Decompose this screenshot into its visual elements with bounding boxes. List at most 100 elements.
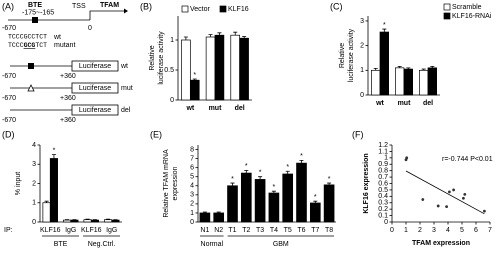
significance: *	[53, 147, 56, 154]
error-bar	[430, 65, 435, 68]
x-tick-label: mut	[398, 100, 412, 107]
y-tick-label: 0	[32, 219, 36, 226]
y-tick-label: 0	[360, 92, 364, 99]
point	[436, 204, 440, 208]
seq-mutation: GCG	[24, 42, 36, 49]
significance: *	[193, 72, 196, 79]
point	[452, 188, 455, 192]
y-tick-label: 0	[170, 97, 174, 104]
construct-start: -670	[2, 95, 16, 102]
construct-start: -670	[2, 117, 16, 124]
y-tick-label: 3	[32, 161, 36, 168]
significance: *	[231, 176, 234, 183]
bar	[214, 34, 225, 101]
point	[445, 205, 448, 209]
x-tick-label: 3	[432, 227, 436, 234]
bar	[213, 212, 225, 223]
panel-label: (E)	[150, 129, 162, 139]
error-bar	[421, 68, 426, 71]
element-box	[28, 63, 34, 69]
sequence-mutant: TCCCGCGTCT	[8, 42, 47, 49]
construct-start: -670	[2, 73, 16, 80]
sequence-mutant-label: mutant	[54, 42, 75, 49]
y-tick-label: 1	[384, 155, 388, 162]
y-tick-label: 1.1	[378, 148, 388, 155]
x-tick-label: 6	[474, 227, 478, 234]
x-tick-label: T4	[270, 227, 278, 234]
significance: *	[273, 184, 276, 191]
y-tick-label: 0.5	[164, 67, 174, 74]
error-bar	[327, 182, 332, 185]
y-axis-label: luciferase activity	[348, 28, 355, 82]
construct-name: mut	[121, 85, 133, 92]
y-tick-label: 0	[190, 219, 194, 226]
y-axis-label: luciferase activity	[158, 31, 165, 85]
legend-swatch	[443, 3, 451, 11]
x-tick-label: T6	[297, 227, 305, 234]
panel-label: (F)	[352, 129, 364, 139]
bar	[205, 36, 216, 101]
legend-swatch	[443, 12, 451, 20]
bar	[309, 202, 321, 223]
group-label: Neg.Ctrl.	[88, 241, 116, 248]
x-tick-label: del	[235, 105, 245, 112]
y-tick-label: 8	[190, 146, 194, 153]
legend-label: Vector	[190, 6, 211, 13]
error-bar	[216, 211, 221, 213]
significance: *	[383, 22, 386, 29]
bar	[395, 67, 405, 96]
bar	[296, 162, 307, 223]
y-tick-label: 1	[360, 67, 364, 74]
construct-end: +360	[60, 73, 76, 80]
y-tick-label: 0.5	[378, 187, 388, 194]
group-label: BTE	[54, 241, 68, 248]
y-tick-label: 4	[190, 183, 194, 190]
error-bar	[397, 65, 402, 68]
y-tick-label: 4	[32, 142, 36, 149]
y-axis-label: Relative	[339, 43, 346, 68]
reporter-label: Luciferase	[79, 85, 111, 92]
construct-name: del	[121, 107, 131, 114]
panel-label: (C)	[330, 1, 343, 11]
y-tick-label: 3	[360, 18, 364, 25]
significance: *	[245, 163, 248, 170]
y-tick-label: 1	[170, 37, 174, 44]
element-range: -175~-165	[22, 9, 54, 16]
x-tick-label: 5	[460, 227, 464, 234]
bar	[49, 158, 58, 223]
x-tick-label: 7	[488, 227, 492, 234]
y-tick-label: 0.3	[378, 200, 388, 207]
sequence-wt: TCCCGCCTCT	[8, 34, 47, 41]
error-bar	[299, 160, 304, 164]
y-axis-label: Relative	[149, 45, 156, 70]
x-tick-label: T2	[242, 227, 250, 234]
group-label: Normal	[201, 241, 224, 248]
y-tick-label: 1.2	[378, 142, 388, 149]
y-tick-label: 5	[190, 174, 194, 181]
error-bar	[406, 67, 411, 70]
x-tick-label: 1	[404, 227, 408, 234]
error-bar	[85, 218, 90, 220]
group-label: GBM	[273, 241, 289, 248]
x-tick-label: IgG	[65, 227, 76, 234]
x-tick-label: 4	[446, 227, 450, 234]
reporter-box	[71, 82, 119, 94]
error-bar	[285, 170, 290, 174]
error-bar	[217, 32, 222, 36]
error-bar	[258, 176, 263, 180]
tss-label: TSS	[72, 3, 86, 10]
x-tick-label: KLF16	[81, 227, 102, 234]
bar	[63, 219, 72, 223]
category-axis-label: IP:	[4, 227, 13, 234]
bar	[254, 179, 266, 223]
legend-label: KLF16	[228, 6, 249, 13]
bar	[379, 31, 389, 96]
bar	[227, 185, 238, 223]
y-axis-label: expression	[172, 166, 179, 200]
significance: *	[300, 153, 303, 160]
x-tick-label: del	[423, 100, 433, 107]
x-tick-label: T8	[325, 227, 333, 234]
error-bar	[202, 211, 207, 213]
x-tick-label: wt	[375, 100, 384, 107]
